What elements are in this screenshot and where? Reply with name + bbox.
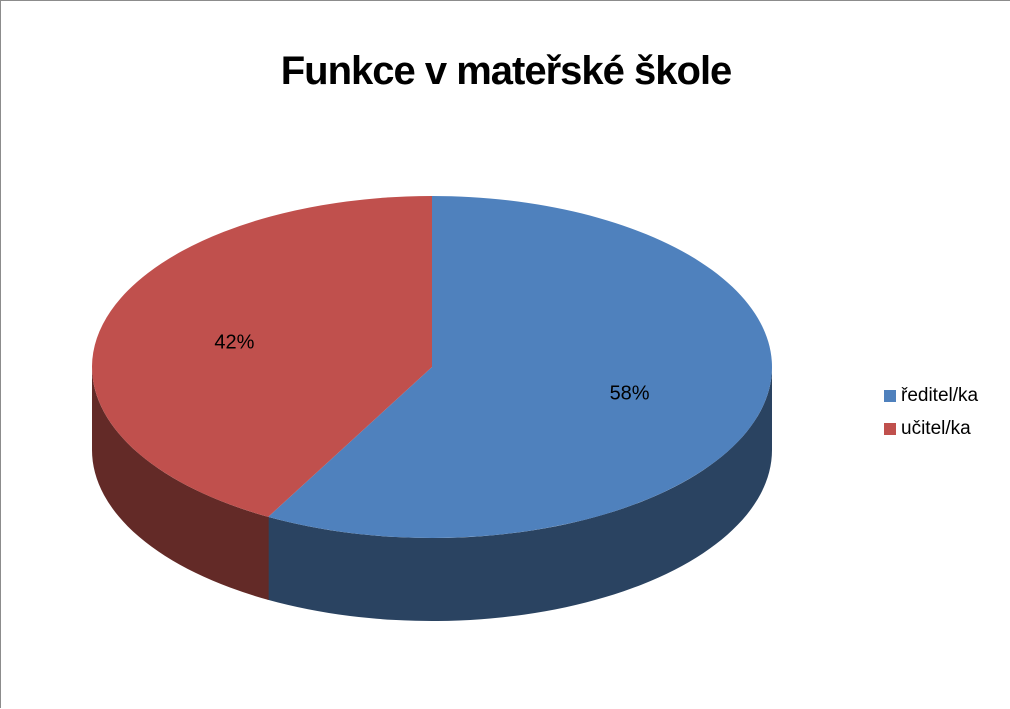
slice-ucitel-ka [92,196,432,517]
data-label-ucitel-ka: 42% [214,331,254,353]
slice-reditel-ka-side [268,367,772,622]
legend-swatch-ucitel [884,423,896,435]
legend-item-ucitel: učitel/ka [884,416,978,442]
chart-title: Funkce v mateřské škole [280,49,733,93]
data-label-reditel-ka: 58% [610,383,650,405]
legend-item-reditel: ředitel/ka [884,383,978,409]
legend-label-reditel: ředitel/ka [901,385,979,406]
slice-reditel-ka [268,196,772,538]
legend-label-ucitel: učitel/ka [901,418,971,439]
legend-swatch-reditel [884,390,896,402]
slice-ucitel-ka-side [92,367,269,600]
legend: ředitel/ka učitel/ka [884,383,978,449]
